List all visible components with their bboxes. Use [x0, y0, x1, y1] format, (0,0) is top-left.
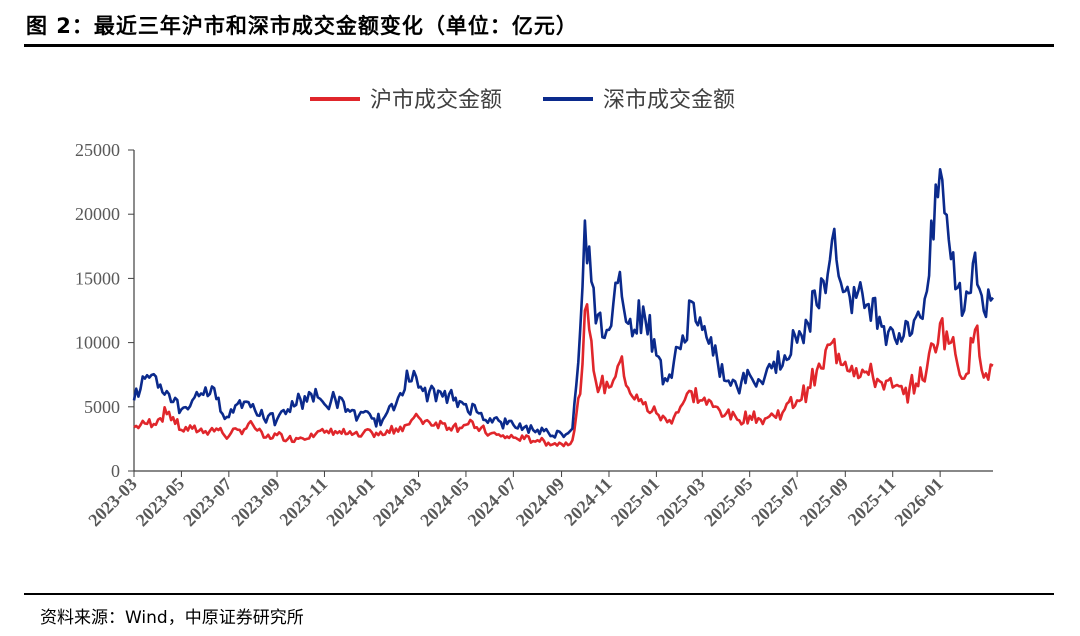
x-tick-label: 2024-11: [560, 474, 616, 530]
x-tick-label: 2024-05: [416, 474, 473, 531]
source-note: 资料来源：Wind，中原证券研究所: [40, 608, 304, 628]
y-tick-label: 15000: [75, 268, 120, 288]
y-tick-label: 10000: [75, 333, 120, 353]
x-tick-label: 2023-11: [275, 474, 331, 530]
x-tick-label: 2026-01: [890, 474, 947, 531]
x-tick-label: 2024-01: [322, 474, 379, 531]
x-tick-label: 2023-09: [227, 474, 284, 531]
x-tick-label: 2024-03: [369, 474, 426, 531]
series-lines: [132, 168, 995, 448]
x-tick-label: 2023-07: [179, 474, 236, 531]
top-divider: [24, 44, 1054, 47]
y-tick-label: 0: [111, 461, 120, 481]
x-tick-label: 2023-05: [132, 474, 189, 531]
bottom-divider: [24, 593, 1054, 595]
legend-label: 沪市成交金额: [370, 88, 502, 113]
x-tick-label: 2023-03: [84, 474, 141, 531]
y-axis: 0 5000 10000 15000 20000 25000: [75, 140, 135, 481]
x-tick-label: 2025-03: [653, 474, 710, 531]
x-tick-label: 2025-05: [700, 474, 757, 531]
x-tick-label: 2025-09: [796, 474, 853, 531]
x-tick-label: 2025-11: [844, 474, 900, 530]
y-tick-label: 20000: [75, 204, 120, 224]
series-line-sz: [132, 168, 995, 439]
y-tick-label: 25000: [75, 140, 120, 160]
legend: 沪市成交金额 深市成交金额: [310, 88, 735, 113]
legend-label: 深市成交金额: [603, 88, 735, 113]
x-tick-label: 2025-07: [747, 474, 804, 531]
x-tick-label: 2025-01: [607, 474, 664, 531]
page-title: 图 2：最近三年沪市和深市成交金额变化（单位：亿元）: [26, 14, 578, 38]
x-axis: 2023-032023-052023-072023-092023-112024-…: [84, 470, 993, 531]
x-tick-label: 2024-07: [464, 474, 521, 531]
x-tick-label: 2024-09: [512, 474, 569, 531]
y-tick-label: 5000: [84, 397, 120, 417]
series-line-sh: [133, 303, 994, 448]
